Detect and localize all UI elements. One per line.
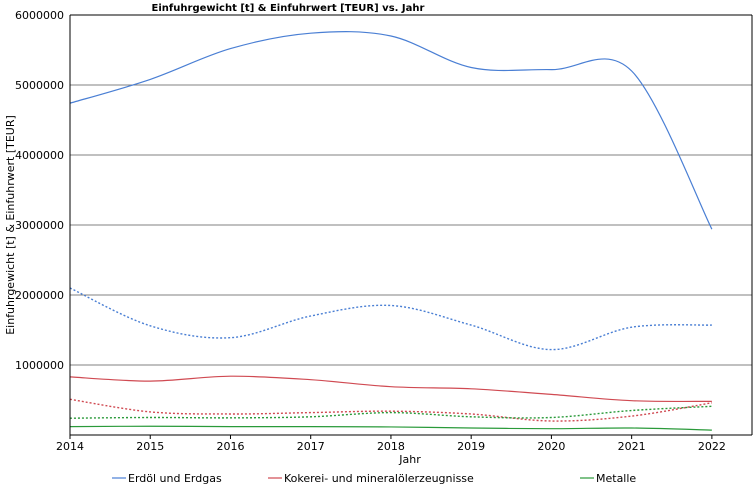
x-tick-label: 2019 xyxy=(457,440,485,453)
legend-label: Metalle xyxy=(596,472,636,485)
x-tick-label: 2017 xyxy=(297,440,325,453)
x-tick-label: 2015 xyxy=(136,440,164,453)
y-tick-label: 6000000 xyxy=(15,9,64,22)
series-line-dotted xyxy=(69,398,712,422)
x-tick-label: 2014 xyxy=(56,440,84,453)
legend-label: Erdöl und Erdgas xyxy=(128,472,222,485)
series-line-dotted xyxy=(69,405,712,419)
y-tick-label: 3000000 xyxy=(15,219,64,232)
y-tick-label: 5000000 xyxy=(15,79,64,92)
series-line-dotted xyxy=(69,287,712,351)
x-tick-label: 2018 xyxy=(377,440,405,453)
x-tick-label: 2020 xyxy=(537,440,565,453)
series-line-solid xyxy=(69,425,712,431)
x-tick-label: 2016 xyxy=(216,440,244,453)
grid-lines xyxy=(70,14,752,366)
series-lines xyxy=(69,31,713,431)
axes: 1000000 2000000 3000000 4000000 5000000 60000… xyxy=(15,9,753,453)
legend-label: Kokerei- und mineralölerzeugnisse xyxy=(284,472,474,485)
series-line-solid xyxy=(69,31,713,230)
series-line-solid xyxy=(69,375,712,403)
x-tick-label: 2022 xyxy=(698,440,726,453)
chart-title: Einfuhrgewicht [t] & Einfuhrwert [TEUR] … xyxy=(152,3,425,14)
y-tick-label: 4000000 xyxy=(15,149,64,162)
x-tick-label: 2021 xyxy=(618,440,646,453)
x-axis-label: Jahr xyxy=(398,453,421,466)
y-axis-label: Einfuhrgewicht [t] & Einfuhrwert [TEUR] xyxy=(4,115,17,335)
legend: Erdöl und Erdgas Kokerei- und mineralöler… xyxy=(112,472,636,485)
y-tick-label: 2000000 xyxy=(15,289,64,302)
y-tick-label: 1000000 xyxy=(15,359,64,372)
